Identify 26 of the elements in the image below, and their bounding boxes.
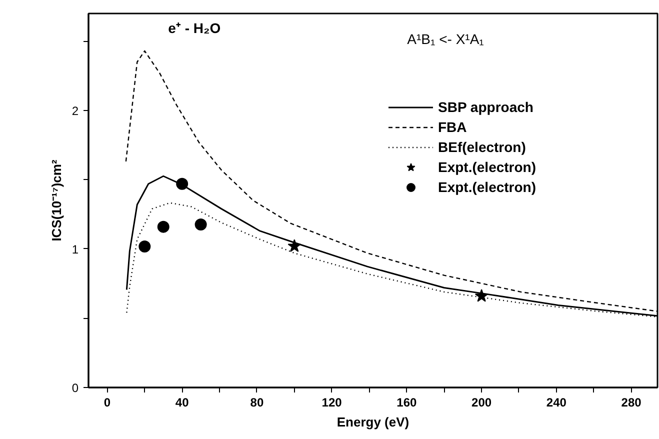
point (157, 220, 170, 233)
x-tick-label: 40 (175, 396, 190, 410)
legend-label: Expt.(electron) (438, 179, 536, 195)
x-tick-label: 200 (472, 396, 492, 410)
x-tick-label: 160 (396, 396, 418, 410)
x-tick-label: 80 (250, 396, 264, 410)
legend-label: Expt.(electron) (438, 159, 536, 175)
x-tick-label: 120 (322, 396, 342, 410)
y-axis-title: ICS(10⁻¹⁷)cm² (48, 159, 64, 242)
legend-label: BEf(electron) (438, 139, 526, 155)
x-axis-title: Energy (eV) (336, 414, 410, 430)
point (194, 218, 207, 230)
legend-label: FBA (438, 119, 467, 135)
x-tick-label: 280 (621, 396, 642, 410)
point (288, 239, 302, 252)
x-tick-label: 240 (546, 396, 567, 410)
point (176, 178, 188, 190)
y-tick-label: 1 (72, 242, 79, 256)
legend-label: SBP approach (438, 99, 534, 115)
y-tick-label: 0 (72, 381, 79, 395)
point (474, 289, 488, 302)
point (138, 240, 151, 252)
x-tick-label: 0 (104, 396, 111, 410)
y-tick-label: 2 (72, 104, 79, 118)
annotation: e⁺ - H₂O (168, 20, 221, 36)
annotation: A¹B₁ <- X¹A₁ (407, 31, 484, 48)
